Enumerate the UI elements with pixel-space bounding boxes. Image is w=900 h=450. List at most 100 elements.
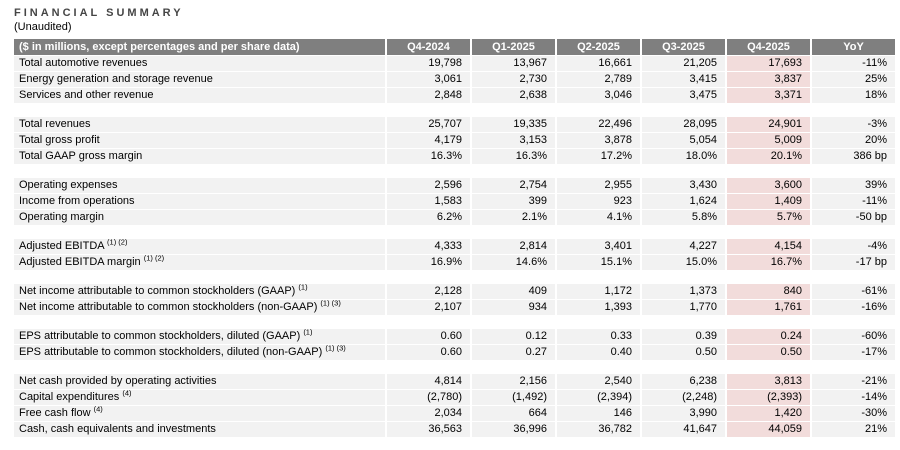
- row-label: Adjusted EBITDA (1) (2): [14, 239, 385, 254]
- cell-value: 28,095: [642, 117, 725, 132]
- cell-value: 17,693: [727, 56, 810, 71]
- cell-value: 3,153: [472, 133, 555, 148]
- table-row: Capital expenditures (4) (2,780) (1,492) (2…: [14, 390, 895, 405]
- cell-value: 0.27: [472, 345, 555, 360]
- cell-value: 25,707: [387, 117, 470, 132]
- row-label: Free cash flow (4): [14, 406, 385, 421]
- cell-value: 16.7%: [727, 255, 810, 270]
- section-spacer: [14, 104, 895, 117]
- cell-value: 16.3%: [472, 149, 555, 164]
- cell-value: 3,878: [557, 133, 640, 148]
- cell-value: 18%: [812, 88, 895, 103]
- row-label: Total revenues: [14, 117, 385, 132]
- cell-value: 2,848: [387, 88, 470, 103]
- cell-value: 19,335: [472, 117, 555, 132]
- cell-value: 3,475: [642, 88, 725, 103]
- footnote-marker: (1): [303, 329, 313, 337]
- cell-value: 3,430: [642, 178, 725, 193]
- cell-value: 19,798: [387, 56, 470, 71]
- footnote-marker: (4): [93, 406, 103, 414]
- cell-value: -30%: [812, 406, 895, 421]
- row-label: Total GAAP gross margin: [14, 149, 385, 164]
- row-label: Income from operations: [14, 194, 385, 209]
- cell-value: 0.60: [387, 329, 470, 344]
- row-label: Capital expenditures (4): [14, 390, 385, 405]
- footnote-marker: (1) (3): [320, 300, 341, 308]
- cell-value: 6.2%: [387, 210, 470, 225]
- footnote-marker: (1): [298, 284, 308, 292]
- cell-value: -11%: [812, 194, 895, 209]
- column-header: YoY: [812, 39, 895, 55]
- section-spacer: [14, 316, 895, 329]
- table-row: Services and other revenue 2,848 2,638 3,04…: [14, 88, 895, 103]
- cell-value: 0.60: [387, 345, 470, 360]
- section-spacer: [14, 226, 895, 239]
- cell-value: 4,333: [387, 239, 470, 254]
- table-row: Energy generation and storage revenue 3,0…: [14, 72, 895, 87]
- cell-value: 5.7%: [727, 210, 810, 225]
- table-row: Operating margin 6.2% 2.1% 4.1% 5.8% 5.7% -50 …: [14, 210, 895, 225]
- cell-value: 1,624: [642, 194, 725, 209]
- row-label: EPS attributable to common stockholders,…: [14, 345, 385, 360]
- cell-value: 3,415: [642, 72, 725, 87]
- cell-value: 3,046: [557, 88, 640, 103]
- row-label: Adjusted EBITDA margin (1) (2): [14, 255, 385, 270]
- row-label: Total automotive revenues: [14, 56, 385, 71]
- cell-value: 20.1%: [727, 149, 810, 164]
- table-row: Adjusted EBITDA margin (1) (2) 16.9% 14.6%…: [14, 255, 895, 270]
- cell-value: 1,420: [727, 406, 810, 421]
- cell-value: 4.1%: [557, 210, 640, 225]
- cell-value: 1,409: [727, 194, 810, 209]
- cell-value: 1,373: [642, 284, 725, 299]
- cell-value: 0.24: [727, 329, 810, 344]
- column-header: Q1-2025: [472, 39, 555, 55]
- table-row: Total GAAP gross margin 16.3% 16.3% 17.2% 18…: [14, 149, 895, 164]
- cell-value: 0.39: [642, 329, 725, 344]
- cell-value: 24,901: [727, 117, 810, 132]
- cell-value: 2,789: [557, 72, 640, 87]
- cell-value: 2,754: [472, 178, 555, 193]
- column-header: Q2-2025: [557, 39, 640, 55]
- cell-value: 4,154: [727, 239, 810, 254]
- row-label: Energy generation and storage revenue: [14, 72, 385, 87]
- cell-value: -11%: [812, 56, 895, 71]
- table-row: Net cash provided by operating activitie…: [14, 374, 895, 389]
- cell-value: 21%: [812, 422, 895, 437]
- cell-value: 2,107: [387, 300, 470, 315]
- cell-value: 17.2%: [557, 149, 640, 164]
- row-label: Operating expenses: [14, 178, 385, 193]
- cell-value: -17 bp: [812, 255, 895, 270]
- cell-value: -14%: [812, 390, 895, 405]
- cell-value: (2,248): [642, 390, 725, 405]
- row-label: Total gross profit: [14, 133, 385, 148]
- cell-value: 36,563: [387, 422, 470, 437]
- column-header: Q3-2025: [642, 39, 725, 55]
- cell-value: 39%: [812, 178, 895, 193]
- cell-value: 2,596: [387, 178, 470, 193]
- cell-value: (2,780): [387, 390, 470, 405]
- cell-value: 386 bp: [812, 149, 895, 164]
- cell-value: 3,813: [727, 374, 810, 389]
- cell-value: (2,394): [557, 390, 640, 405]
- cell-value: 2.1%: [472, 210, 555, 225]
- table-header-label: ($ in millions, except percentages and p…: [14, 39, 385, 55]
- cell-value: 2,955: [557, 178, 640, 193]
- footnote-marker: (1) (2): [107, 239, 128, 247]
- cell-value: 934: [472, 300, 555, 315]
- cell-value: 16.3%: [387, 149, 470, 164]
- footnote-marker: (4): [122, 390, 132, 398]
- row-label: Net income attributable to common stockh…: [14, 300, 385, 315]
- table-row: Net income attributable to common stockh…: [14, 300, 895, 315]
- page-title: FINANCIAL SUMMARY: [14, 7, 184, 19]
- table-row: Free cash flow (4) 2,034 664 146 3,990 1,420-…: [14, 406, 895, 421]
- financial-summary-table: ($ in millions, except percentages and p…: [14, 39, 895, 437]
- cell-value: 923: [557, 194, 640, 209]
- cell-value: -3%: [812, 117, 895, 132]
- row-label: Net income attributable to common stockh…: [14, 284, 385, 299]
- table-row: Total automotive revenues 19,798 13,967 16,…: [14, 56, 895, 71]
- cell-value: 0.50: [727, 345, 810, 360]
- cell-value: 3,837: [727, 72, 810, 87]
- cell-value: 0.12: [472, 329, 555, 344]
- cell-value: 20%: [812, 133, 895, 148]
